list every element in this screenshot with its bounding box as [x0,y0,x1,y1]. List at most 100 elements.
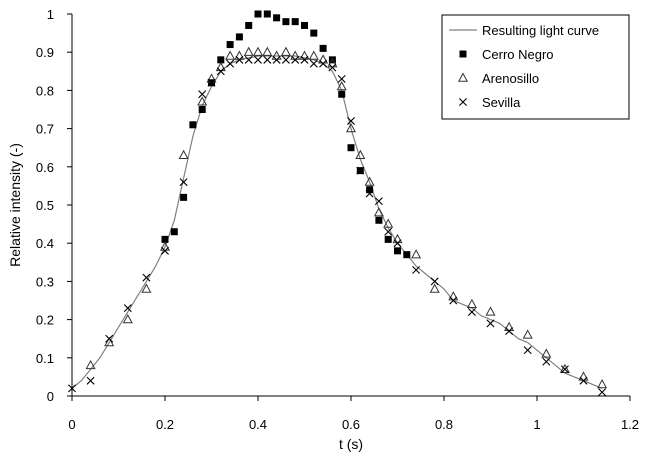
data-point-sevilla [384,227,393,236]
legend-label-cerro-negro: Cerro Negro [482,47,554,62]
cross-stroke [328,63,337,72]
y-tick-label: 0.4 [36,236,54,251]
data-point-sevilla [356,166,365,175]
series-sevilla [68,55,607,397]
data-point-sevilla [430,277,439,286]
cross-stroke [226,59,235,68]
data-point-sevilla [281,55,290,64]
cross-stroke [365,189,374,198]
data-point-arenosillo [104,336,115,347]
x-tick-label: 0.8 [435,417,453,432]
data-point-sevilla [123,304,132,313]
legend-label-arenosillo: Arenosillo [482,71,539,86]
data-point-cerro-negro [347,144,355,152]
cross-stroke [384,227,393,236]
legend-label-sevilla: Sevilla [482,95,521,110]
data-point-arenosillo [345,123,357,133]
data-point-cerro-negro [375,216,383,224]
y-tick-label: 0.7 [36,122,54,137]
data-point-sevilla [300,55,309,64]
cross-stroke [459,98,467,106]
data-point-cerro-negro [310,29,318,37]
data-point-cerro-negro [403,251,411,259]
data-point-sevilla [291,55,300,64]
data-point-sevilla [542,357,551,366]
x-axis-ticks: 0 0.2 0.4 0.6 0.8 1 1.2 [68,396,639,432]
data-point-sevilla [523,346,532,355]
x-tick-label: 0.2 [156,417,174,432]
cross-stroke [560,365,569,374]
data-point-arenosillo [234,50,245,60]
cross-stroke [505,327,514,336]
data-point-cerro-negro [366,186,374,194]
data-point-cerro-negro [291,18,299,26]
cross-stroke [430,277,439,286]
data-point-cerro-negro [245,21,253,29]
y-tick-label: 1 [47,7,54,22]
legend-cross-marker [459,98,467,106]
cross-stroke [272,55,281,64]
cross-stroke [309,59,318,68]
data-point-arenosillo [541,348,552,358]
cross-stroke [235,55,244,64]
data-point-cerro-negro [170,228,178,236]
data-point-sevilla [179,178,188,187]
data-point-arenosillo [559,363,570,373]
data-point-cerro-negro [198,106,206,113]
legend-square-marker [459,50,467,58]
cross-stroke [291,55,300,64]
data-point-arenosillo [429,283,440,293]
cross-stroke [254,55,262,64]
cross-stroke [179,178,188,187]
legend-label-resulting-light-curve: Resulting light curve [482,23,599,38]
data-point-sevilla [449,296,458,305]
data-point-sevilla [105,334,114,343]
cross-stroke [207,78,216,87]
cross-stroke [198,90,207,99]
cross-stroke [393,239,402,248]
cross-stroke [263,55,272,64]
cross-stroke [449,296,458,305]
cross-stroke [281,55,290,64]
data-point-cerro-negro [217,56,225,64]
data-point-cerro-negro [384,235,392,243]
cross-stroke [412,265,421,274]
y-tick-label: 0.5 [36,198,54,213]
data-point-sevilla [68,384,76,393]
data-point-arenosillo [85,359,96,370]
cross-stroke [467,307,476,316]
data-point-cerro-negro [273,14,281,22]
data-point-arenosillo [225,50,236,60]
data-point-cerro-negro [263,10,271,18]
data-point-sevilla [86,376,95,385]
cross-stroke [374,197,383,206]
data-point-sevilla [579,376,588,385]
data-point-arenosillo [355,149,366,160]
data-point-sevilla [226,59,235,68]
data-point-arenosillo [122,314,133,324]
data-point-arenosillo [336,81,347,91]
data-point-cerro-negro [301,21,308,29]
cross-stroke [347,116,355,125]
data-point-sevilla [393,239,402,248]
y-tick-label: 0.9 [36,45,54,60]
data-point-sevilla [254,55,262,64]
cross-stroke [68,384,76,393]
cross-stroke [523,346,532,355]
data-point-arenosillo [280,46,291,56]
data-point-cerro-negro [319,44,327,52]
cross-stroke [356,166,365,175]
legend-box [441,14,630,120]
cross-stroke [300,55,309,64]
data-point-cerro-negro [161,235,169,243]
x-tick-label: 0 [68,417,75,432]
data-point-arenosillo [141,283,152,293]
x-tick-label: 0.6 [342,417,360,432]
data-point-arenosillo [197,96,208,106]
data-point-sevilla [161,246,169,255]
data-point-sevilla [505,327,514,336]
y-axis-ticks: 0 0.1 0.2 0.3 0.4 0.5 0.6 0.7 0.8 0.9 1 [36,7,72,404]
data-point-cerro-negro [235,33,243,41]
cross-stroke [216,67,225,76]
data-point-sevilla [467,307,476,316]
